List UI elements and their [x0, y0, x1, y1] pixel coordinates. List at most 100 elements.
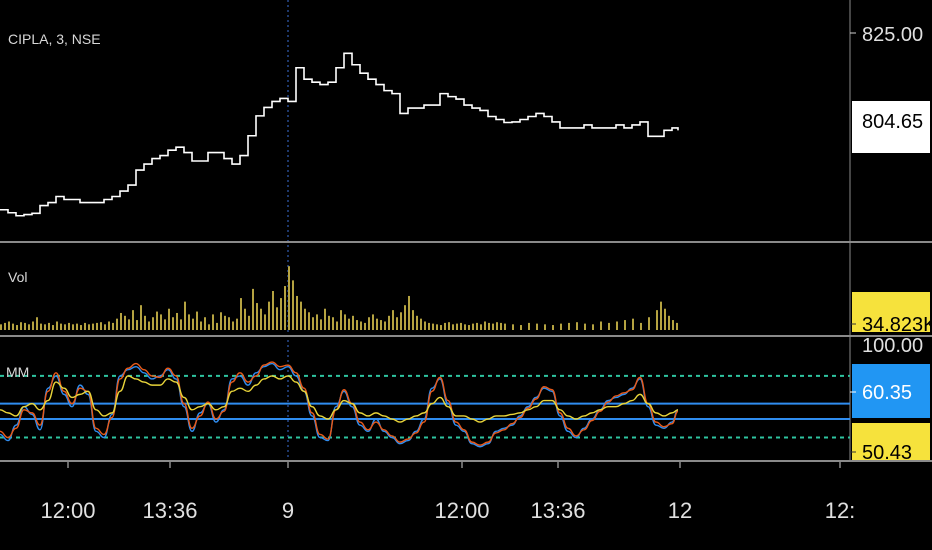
volume-bar [632, 318, 634, 330]
volume-bar [68, 322, 70, 330]
volume-bar [288, 266, 290, 330]
volume-bar [404, 305, 406, 330]
time-axis-tick-label: 12:00 [40, 498, 95, 523]
volume-bar [560, 323, 562, 330]
volume-bar [60, 323, 62, 330]
volume-bar [312, 317, 314, 330]
volume-bar [236, 318, 238, 330]
volume-bar [660, 301, 662, 330]
indicator-value-tag-yellow [852, 423, 930, 460]
volume-label: Vol [8, 269, 27, 285]
volume-bar [452, 324, 454, 330]
price-pane[interactable]: CIPLA, 3, NSE [0, 31, 679, 217]
symbol-label: CIPLA, 3, NSE [8, 31, 101, 47]
volume-bar [584, 323, 586, 330]
volume-bar [436, 324, 438, 330]
volume-bar [144, 315, 146, 330]
volume-bar [220, 312, 222, 330]
volume-bar [568, 322, 570, 330]
indicator-value-tag-blue [852, 364, 930, 418]
volume-bar [84, 322, 86, 330]
volume-bar [608, 322, 610, 330]
indicator-value-label-blue: 60.35 [862, 382, 912, 404]
volume-bar [184, 301, 186, 330]
volume-bar [156, 311, 158, 330]
volume-bar [280, 298, 282, 330]
volume-bar [240, 298, 242, 330]
volume-bar [264, 314, 266, 330]
volume-bar [112, 322, 114, 330]
volume-bar [504, 323, 506, 330]
time-axis[interactable]: 12:00 13:36 9 12:00 13:36 12 12: [40, 462, 855, 523]
volume-bar [292, 280, 294, 330]
volume-bar [480, 324, 482, 330]
volume-bar [536, 323, 538, 330]
volume-bar [484, 321, 486, 330]
volume-bar [356, 320, 358, 330]
volume-bar [336, 321, 338, 330]
volume-bar [324, 308, 326, 330]
time-axis-tick-label: 12:00 [434, 498, 489, 523]
volume-bar [188, 314, 190, 330]
volume-bar [4, 322, 6, 330]
volume-bar [444, 322, 446, 330]
volume-bar [208, 324, 210, 330]
volume-bar [316, 314, 318, 330]
volume-bar [40, 323, 42, 330]
volume-bar [640, 322, 642, 330]
price-line [0, 52, 679, 217]
volume-bar [268, 301, 270, 330]
time-axis-tick-label: 12: [825, 498, 856, 523]
volume-bar [380, 320, 382, 330]
volume-bar [512, 324, 514, 330]
volume-bar [72, 324, 74, 330]
current-price-tag [852, 101, 930, 153]
volume-bar [304, 308, 306, 330]
volume-bar [432, 323, 434, 330]
volume-bar [420, 318, 422, 330]
volume-bar [488, 322, 490, 330]
price-axis[interactable]: 825.00 804.65 [850, 24, 930, 153]
indicator-series [0, 361, 679, 448]
time-axis-tick-label: 13:36 [530, 498, 585, 523]
volume-bar [416, 315, 418, 330]
volume-bar [32, 321, 34, 330]
volume-bar [648, 317, 650, 330]
volume-bar [128, 319, 130, 330]
volume-bar [364, 322, 366, 330]
volume-bar [136, 320, 138, 330]
volume-bar [36, 317, 38, 330]
volume-bar [520, 325, 522, 330]
volume-bar [672, 320, 674, 330]
volume-bar [196, 311, 198, 330]
volume-bar [464, 324, 466, 330]
volume-bar [360, 321, 362, 330]
volume-bar [372, 314, 374, 330]
price-axis-tick-label: 825.00 [862, 24, 923, 46]
volume-bar [408, 295, 410, 330]
volume-pane[interactable]: Vol 34.823K [0, 266, 932, 336]
volume-bar [96, 322, 98, 330]
volume-bar [260, 308, 262, 330]
volume-bar [500, 322, 502, 330]
volume-bar [528, 322, 530, 330]
volume-bar [224, 315, 226, 330]
volume-bar [344, 314, 346, 330]
volume-bar [44, 324, 46, 330]
time-axis-tick-label: 12 [668, 498, 692, 523]
indicator-pane[interactable]: MM 100.00 60.35 50.43 [0, 335, 930, 464]
volume-bar [496, 322, 498, 330]
volume-bar [244, 308, 246, 330]
volume-bar [300, 301, 302, 330]
volume-bar [176, 312, 178, 330]
volume-bar [52, 325, 54, 330]
volume-bar [576, 322, 578, 330]
volume-bar [388, 315, 390, 330]
volume-bar [448, 322, 450, 330]
volume-bar [592, 324, 594, 330]
volume-bar [80, 325, 82, 330]
volume-bar [120, 312, 122, 330]
indicator-series-line-3 [0, 375, 679, 423]
